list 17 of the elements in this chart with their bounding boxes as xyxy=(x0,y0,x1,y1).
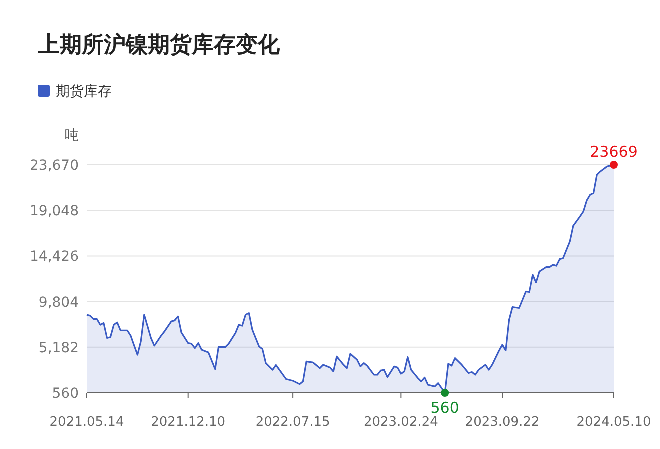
y-tick-label: 9,804 xyxy=(38,294,80,311)
x-tick-label: 2024.05.10 xyxy=(576,415,652,430)
y-tick-label: 19,048 xyxy=(30,204,79,220)
x-tick-label: 2021.05.14 xyxy=(50,415,124,430)
x-tick-label: 2023.02.24 xyxy=(364,415,438,430)
y-tick-label: 5,182 xyxy=(38,340,79,356)
y-axis-title: 吨 xyxy=(65,128,79,144)
y-tick-label: 560 xyxy=(52,386,79,402)
x-tick-label: 2023.09.22 xyxy=(465,415,540,430)
annotation: 23669 xyxy=(590,143,638,162)
x-tick-label: 2021.12.10 xyxy=(151,415,226,430)
x-tick-label: 2022.07.15 xyxy=(256,415,330,430)
y-tick-label: 14,426 xyxy=(30,249,80,266)
chart-title: 上期所沪镍期货库存变化 xyxy=(37,32,281,58)
legend-label: 期货库存 xyxy=(56,84,112,100)
annotation: 560 xyxy=(430,399,460,417)
y-tick-label: 23,670 xyxy=(30,158,79,174)
